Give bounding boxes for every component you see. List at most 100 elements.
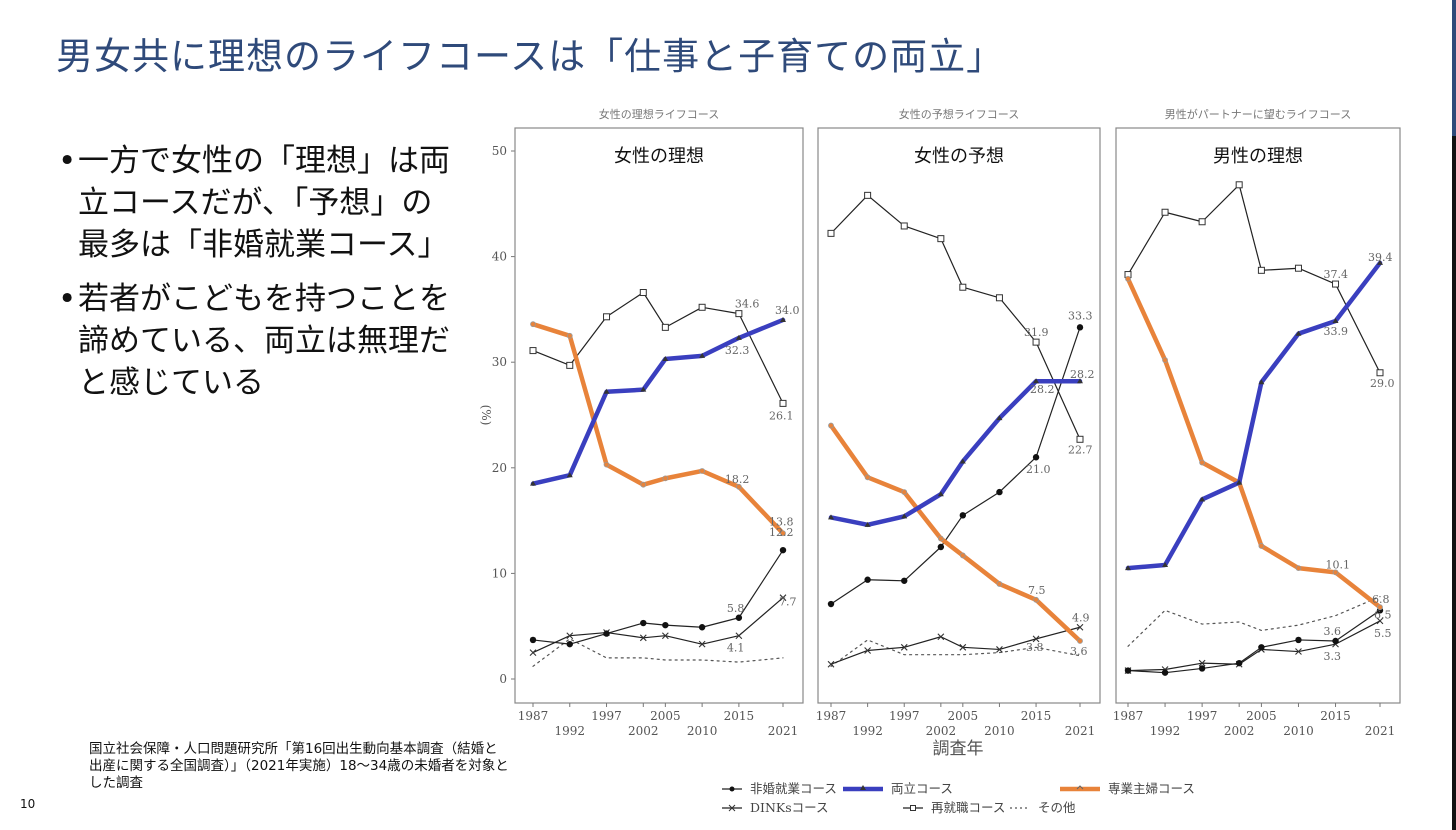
data-label: 6.5: [1374, 608, 1392, 621]
point-ryoritsu: [1033, 378, 1040, 384]
x-tick-label: 2005: [650, 709, 681, 723]
point-hikon: [779, 546, 787, 554]
legend-label-hikon: 非婚就業コース: [750, 781, 837, 796]
point-hikon: [959, 512, 967, 519]
legend-marker: [1076, 785, 1084, 790]
point-saishushoku: [603, 313, 611, 321]
series-line-ryoritsu: [828, 378, 1083, 528]
point-saishushoku: [1235, 181, 1243, 189]
panel-frame: [514, 127, 804, 704]
x-axis-label: 調査年: [933, 739, 984, 759]
panel-title: 女性の予想ライフコース: [899, 107, 1019, 121]
point-ryoritsu: [828, 514, 834, 520]
point-ryoritsu: [1199, 496, 1206, 502]
legend-marker: [910, 805, 916, 811]
point-hikon: [1124, 667, 1132, 674]
point-hikon: [529, 636, 537, 644]
point-dinks: [1032, 635, 1040, 643]
x-tick-label: 1992: [1150, 724, 1181, 738]
point-sengyo: [828, 422, 834, 429]
legend-label-other: その他: [1038, 800, 1076, 815]
point-ryoritsu: [1236, 479, 1243, 485]
panel-label: 女性の理想: [614, 146, 704, 167]
point-hikon: [996, 488, 1003, 496]
data-label: 28.2: [1070, 368, 1095, 381]
point-ryoritsu: [735, 334, 742, 340]
slide-title: 男女共に理想のライフコースは「仕事と子育ての両立」: [56, 35, 1005, 78]
data-label: 37.4: [1324, 268, 1349, 281]
x-tick-label: 1987: [1113, 709, 1144, 723]
point-sengyo: [735, 483, 742, 490]
data-label: 7.7: [779, 596, 797, 609]
bullet-item: • 若者がこどもを持つことを諦めている、両立は無理だと感じている: [58, 278, 458, 404]
point-dinks: [529, 649, 537, 656]
legend-label-dinks: DINKsコース: [750, 800, 829, 815]
point-hikon: [1235, 659, 1243, 667]
data-label: 32.3: [725, 344, 750, 357]
point-hikon: [827, 600, 835, 608]
series-line-hikon: [532, 549, 784, 645]
x-tick-label: 2015: [724, 709, 755, 723]
point-hikon: [698, 624, 706, 631]
bullet-text: 若者がこどもを持つことを諦めている、両立は無理だと感じている: [78, 281, 450, 401]
point-hikon: [1076, 324, 1084, 331]
point-saishushoku: [937, 235, 945, 243]
edge-bar: [1452, 136, 1456, 830]
point-hikon: [603, 630, 610, 637]
data-label: 6.8: [1372, 593, 1390, 606]
series-line-dinks: [830, 626, 1081, 665]
data-label: 12.2: [769, 526, 794, 539]
point-ryoritsu: [959, 458, 966, 464]
point-saishushoku: [529, 347, 537, 355]
point-saishushoku: [698, 303, 706, 311]
point-ryoritsu: [901, 513, 908, 519]
point-sengyo: [780, 530, 786, 537]
x-tick-label: 1992: [554, 724, 585, 738]
series-line-sengyo: [530, 321, 786, 536]
x-tick-label: 2021: [1065, 724, 1096, 738]
point-sengyo: [603, 461, 610, 468]
point-sengyo: [566, 332, 573, 339]
data-label: 31.9: [1024, 326, 1049, 339]
point-sengyo: [996, 581, 1003, 587]
point-sengyo: [1332, 569, 1339, 576]
point-dinks: [864, 647, 872, 654]
point-hikon: [640, 619, 647, 627]
point-sengyo: [864, 474, 871, 481]
series-line-ryoritsu: [1125, 260, 1383, 571]
point-dinks: [937, 633, 945, 641]
point-saishushoku: [1376, 369, 1384, 377]
panel-label: 女性の予想: [914, 146, 1004, 167]
legend-marker: [729, 786, 735, 792]
y-tick-label: 10: [492, 566, 507, 580]
y-axis-label: (%): [479, 405, 493, 426]
point-hikon: [901, 577, 908, 584]
x-tick-label: 1987: [816, 709, 847, 723]
data-label: 33.9: [1324, 325, 1349, 338]
point-dinks: [827, 660, 835, 668]
series-line-saishushoku: [1127, 184, 1381, 374]
point-hikon: [1332, 637, 1339, 645]
x-tick-label: 2021: [768, 724, 799, 738]
point-sengyo: [662, 475, 669, 482]
point-saishushoku: [959, 283, 967, 291]
point-ryoritsu: [699, 352, 706, 358]
series-line-other: [830, 639, 1081, 667]
point-saishushoku: [661, 323, 669, 331]
point-ryoritsu: [864, 521, 871, 527]
point-saishushoku: [827, 229, 835, 237]
point-sengyo: [699, 468, 706, 474]
x-tick-label: 2010: [687, 724, 718, 738]
point-saishushoku: [779, 399, 787, 407]
point-ryoritsu: [1258, 379, 1265, 385]
point-dinks: [900, 643, 908, 651]
data-label: 7.5: [1028, 584, 1046, 597]
point-sengyo: [1377, 604, 1383, 611]
x-tick-label: 2005: [1246, 709, 1277, 723]
bullet-marker: •: [58, 143, 77, 179]
point-ryoritsu: [530, 480, 536, 486]
point-hikon: [1161, 669, 1169, 676]
x-tick-label: 1992: [852, 724, 883, 738]
data-label: 39.4: [1368, 251, 1393, 264]
point-ryoritsu: [1077, 378, 1083, 384]
